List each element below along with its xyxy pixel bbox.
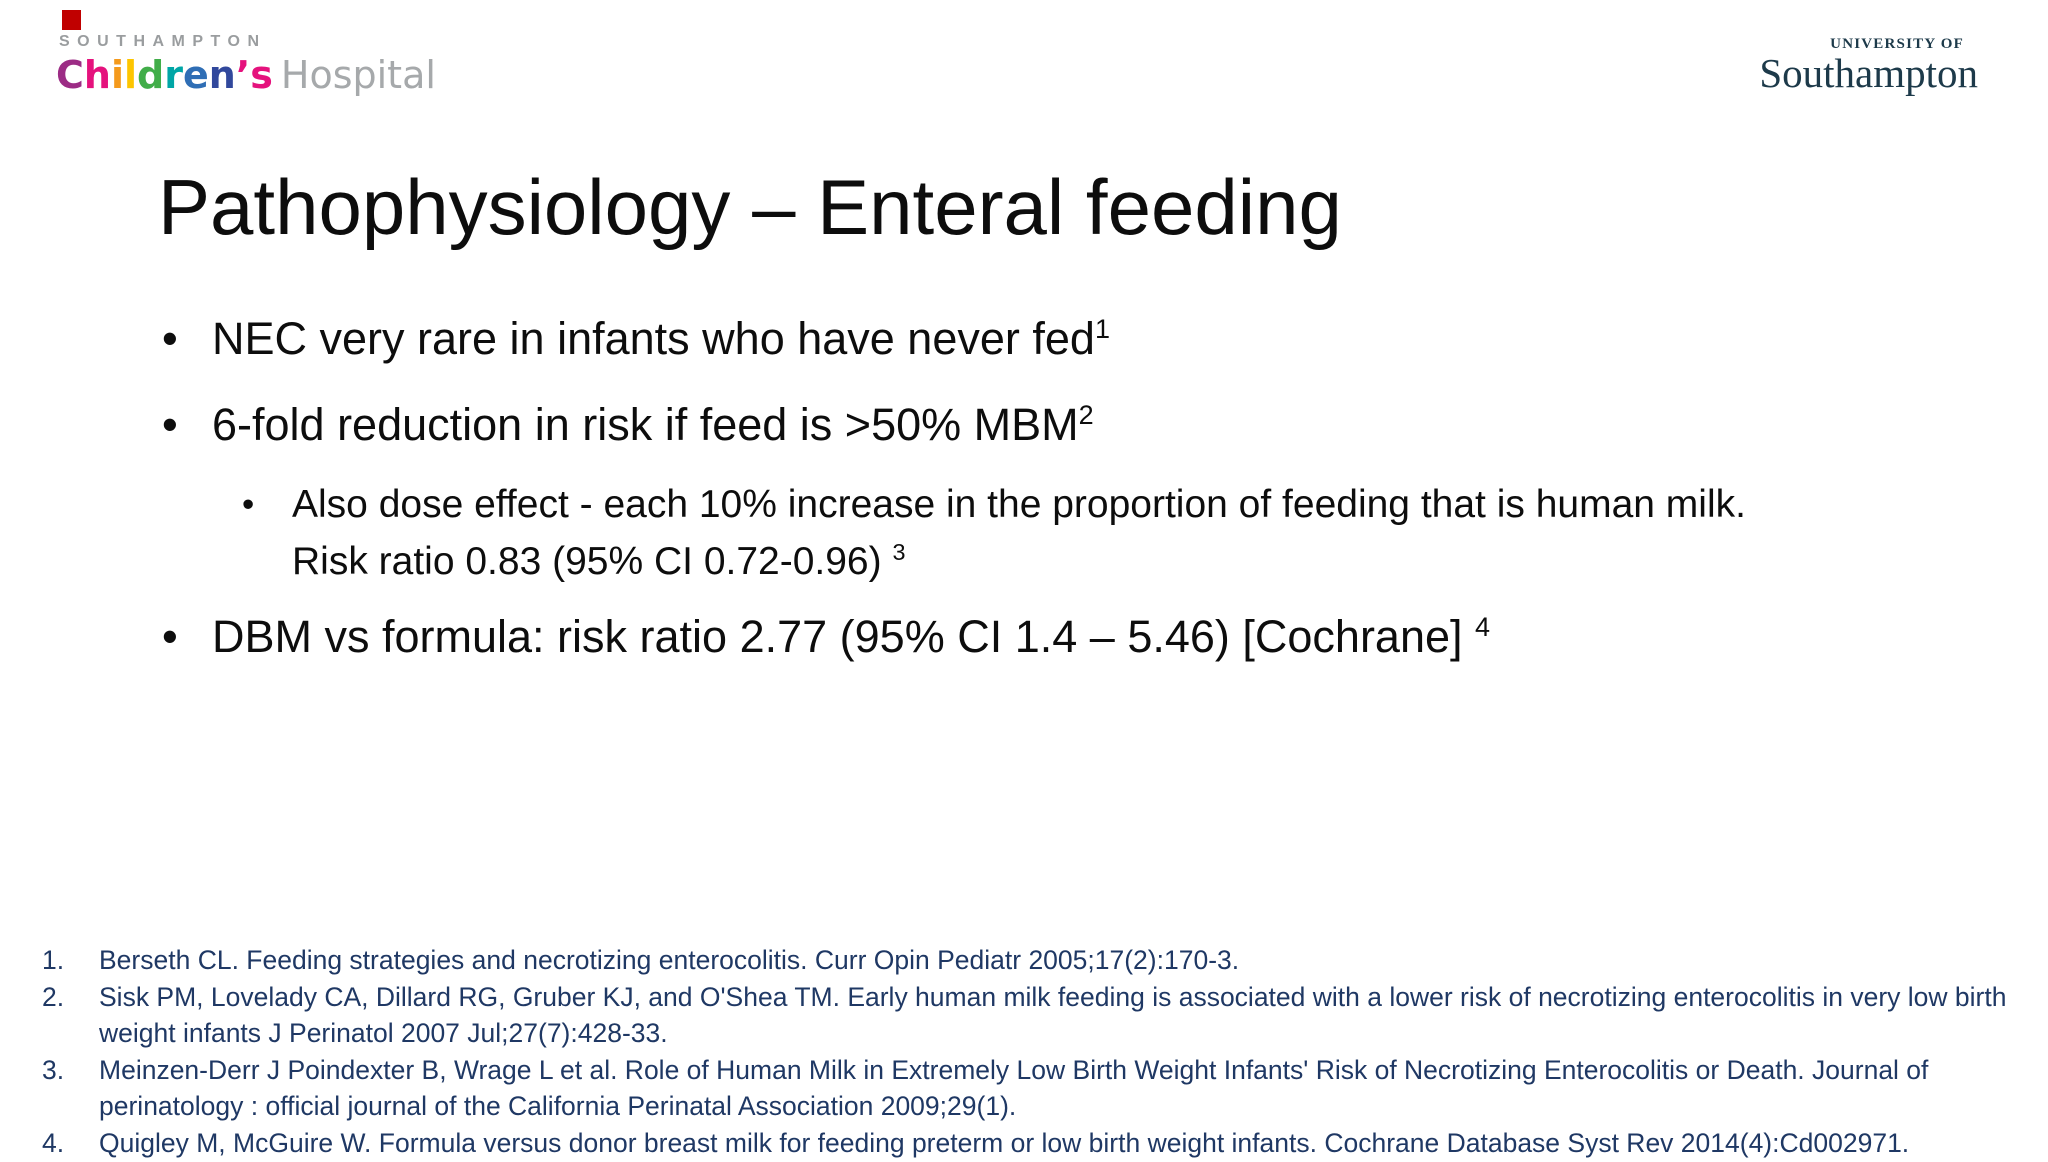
childrens-logo-letter: e — [182, 53, 209, 97]
reference-item: 4. Quigley M, McGuire W. Formula versus d… — [42, 1125, 2024, 1161]
reference-number: 1. — [42, 945, 65, 975]
slide-bullet-list: NEC very rare in infants who have never … — [162, 312, 1922, 696]
reference-number: 2. — [42, 982, 65, 1012]
logo-hospital-text: Hospital — [280, 53, 436, 97]
childrens-logo-letter: C — [56, 53, 84, 97]
citation-superscript: 1 — [1094, 314, 1110, 344]
reference-text: Sisk PM, Lovelady CA, Dillard RG, Gruber… — [99, 982, 2007, 1048]
slide-title: Pathophysiology – Enteral feeding — [158, 163, 1342, 252]
logo-childrens-row: Children’s Hospital — [56, 56, 436, 95]
childrens-logo-letter: h — [83, 53, 111, 97]
childrens-logo-letter: l — [123, 53, 138, 97]
reference-item: 1. Berseth CL. Feeding strategies and nec… — [42, 942, 2024, 978]
citation-superscript: 4 — [1475, 612, 1491, 642]
bullet-item: 6-fold reduction in risk if feed is >50%… — [162, 398, 1922, 452]
bullet-text: Also dose effect - each 10% increase in … — [292, 483, 1746, 583]
citation-superscript: 3 — [892, 539, 906, 565]
logo-southampton-text: SOUTHAMPTON — [59, 33, 267, 50]
university-of-text: UNIVERSITY OF — [1830, 36, 1964, 52]
logo-childrens-letters: Children’s — [56, 55, 273, 97]
childrens-logo-letter: s — [250, 53, 273, 97]
bullet-item: NEC very rare in infants who have never … — [162, 312, 1922, 366]
reference-text: Meinzen-Derr J Poindexter B, Wrage L et … — [99, 1055, 1929, 1121]
bullet-text: DBM vs formula: risk ratio 2.77 (95% CI … — [212, 611, 1476, 662]
reference-item: 3. Meinzen-Derr J Poindexter B, Wrage L e… — [42, 1052, 2024, 1124]
reference-number: 3. — [42, 1055, 65, 1085]
bullet-text: 6-fold reduction in risk if feed is >50%… — [212, 399, 1079, 450]
childrens-logo-letter: ’ — [235, 53, 251, 97]
childrens-logo-letter: i — [110, 53, 124, 97]
bullet-text: NEC very rare in infants who have never … — [212, 313, 1095, 364]
red-marker — [62, 10, 81, 30]
university-of-southampton-logo: UNIVERSITY OF Southampton — [1759, 36, 1978, 97]
southampton-text: Southampton — [1759, 50, 1978, 96]
bullet-item: Also dose effect - each 10% increase in … — [242, 476, 1792, 590]
childrens-logo-letter: n — [208, 53, 236, 97]
reference-number: 4. — [42, 1128, 65, 1158]
childrens-hospital-logo: SOUTHAMPTON Children’s Hospital — [56, 34, 436, 95]
reference-text: Berseth CL. Feeding strategies and necro… — [99, 945, 1240, 975]
citation-superscript: 2 — [1078, 400, 1094, 430]
reference-text: Quigley M, McGuire W. Formula versus don… — [99, 1128, 1910, 1158]
childrens-logo-letter: d — [137, 53, 165, 97]
reference-item: 2. Sisk PM, Lovelady CA, Dillard RG, Grub… — [42, 979, 2024, 1051]
reference-list: 1. Berseth CL. Feeding strategies and nec… — [42, 942, 2024, 1162]
bullet-item: DBM vs formula: risk ratio 2.77 (95% CI … — [162, 610, 1922, 664]
childrens-logo-letter: r — [164, 53, 183, 97]
